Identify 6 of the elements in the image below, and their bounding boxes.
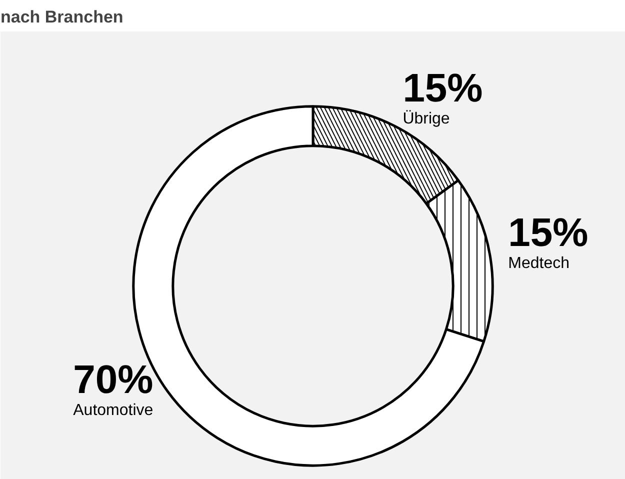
slice-label: Medtech	[508, 255, 570, 272]
data-label: 70%	[73, 358, 154, 402]
slice-label: Automotive	[73, 402, 154, 419]
data-label: 15%	[508, 211, 588, 256]
data-label: 15%	[402, 66, 483, 110]
chart-title: nach Branchen	[0, 8, 124, 26]
